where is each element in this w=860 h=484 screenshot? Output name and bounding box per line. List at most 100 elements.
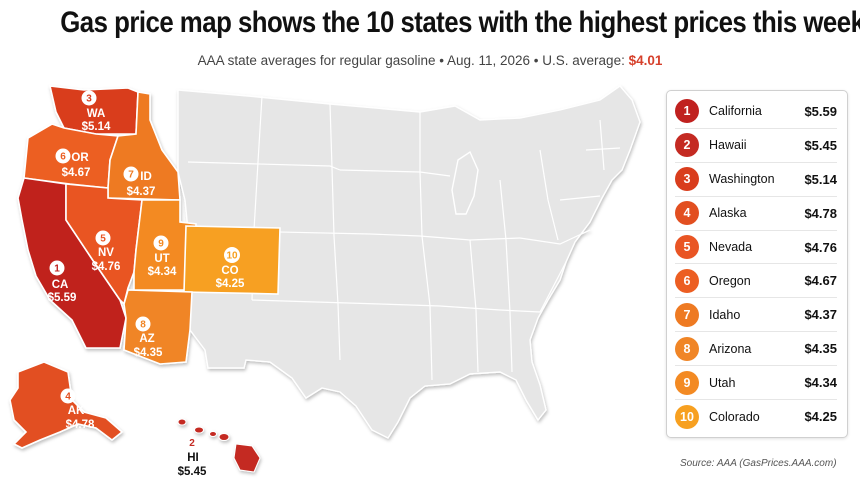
legend-state-name: Oregon xyxy=(709,273,751,288)
legend-row: 8 Arizona $4.35 xyxy=(675,332,837,367)
legend-rank-badge: 10 xyxy=(675,404,699,429)
legend-row: 4 Alaska $4.78 xyxy=(675,197,837,231)
legend-price: $4.76 xyxy=(804,239,837,255)
rank-circle-wa xyxy=(81,90,97,106)
legend-price: $5.59 xyxy=(804,103,837,119)
legend-row: 9 Utah $4.34 xyxy=(675,366,837,401)
subtitle-text: AAA state averages for regular gasoline … xyxy=(197,53,629,68)
label-ak: 4 AK $4.78 xyxy=(60,388,95,431)
page-title: Gas price map shows the 10 states with t… xyxy=(60,6,860,39)
label-wa: 3 WA $5.14 xyxy=(81,90,111,133)
legend-rank-badge: 6 xyxy=(675,268,699,293)
legend-state-name: Utah xyxy=(709,375,736,390)
legend-state-name: California xyxy=(709,104,762,119)
state-base-us xyxy=(177,85,641,439)
price-id: $4.37 xyxy=(127,186,156,198)
state-hawaii xyxy=(177,418,261,473)
legend-rank-badge: 7 xyxy=(675,302,699,327)
legend-row: 5 Nevada $4.76 xyxy=(675,231,837,265)
rank-ut: 9 xyxy=(158,239,164,250)
rank-ca: 1 xyxy=(54,264,60,275)
price-wa: $5.14 xyxy=(82,121,111,133)
rank-az: 8 xyxy=(140,320,146,331)
legend-rank-badge: 4 xyxy=(675,201,699,226)
legend-price: $4.34 xyxy=(804,375,837,391)
abbr-nv: NV xyxy=(98,247,114,259)
rank-circle-id xyxy=(123,166,139,182)
legend-state-name: Washington xyxy=(709,172,775,187)
rank-or: 6 xyxy=(60,152,66,163)
legend-rank-badge: 5 xyxy=(675,235,699,259)
rank-id: 7 xyxy=(128,170,134,181)
rank-co: 10 xyxy=(226,251,238,262)
abbr-ak: AK xyxy=(68,405,85,417)
legend-rank-badge: 8 xyxy=(675,336,699,361)
legend-state-name: Alaska xyxy=(709,206,747,221)
legend-row: 2 Hawaii $5.45 xyxy=(675,129,837,163)
legend-rank-badge: 1 xyxy=(675,99,699,124)
legend-row: 6 Oregon $4.67 xyxy=(675,264,837,299)
legend-state-name: Hawaii xyxy=(709,138,747,153)
rank-circle-ca xyxy=(49,260,65,276)
legend-row: 10 Colorado $4.25 xyxy=(675,400,837,434)
label-nv: 5 NV $4.76 xyxy=(92,230,121,273)
rank-wa: 3 xyxy=(86,94,92,105)
abbr-wa: WA xyxy=(87,108,106,120)
source-note: Source: AAA (GasPrices.AAA.com) xyxy=(680,458,837,469)
price-nv: $4.76 xyxy=(92,261,121,273)
us-average-value: $4.01 xyxy=(628,53,663,68)
abbr-ut: UT xyxy=(154,253,169,265)
abbr-az: AZ xyxy=(139,333,154,345)
legend-rank-badge: 2 xyxy=(675,133,699,158)
legend-price: $5.45 xyxy=(804,137,837,153)
label-az: 8 AZ $4.35 xyxy=(134,316,163,359)
rank-circle-or xyxy=(55,148,71,164)
legend-price: $4.35 xyxy=(804,341,837,357)
label-ca: 1 CA $5.59 xyxy=(48,260,77,304)
label-id: 7 ID $4.37 xyxy=(123,166,156,198)
page-subtitle: AAA state averages for regular gasoline … xyxy=(0,53,860,68)
rank-ak: 4 xyxy=(65,392,71,403)
legend-state-name: Nevada xyxy=(709,240,753,254)
state-base-michigan xyxy=(451,150,479,215)
legend-rank-badge: 9 xyxy=(675,370,699,395)
label-ut: 9 UT $4.34 xyxy=(148,235,177,278)
legend-price: $4.37 xyxy=(804,307,837,323)
legend-state-name: Idaho xyxy=(709,307,741,322)
price-ca: $5.59 xyxy=(48,292,77,304)
price-co: $4.25 xyxy=(216,278,245,290)
rank-hi: 2 xyxy=(189,438,195,449)
abbr-id: ID xyxy=(140,171,152,183)
rank-nv: 5 xyxy=(100,234,106,245)
legend-price: $4.25 xyxy=(804,409,837,425)
legend-state-name: Colorado xyxy=(709,409,760,424)
price-or: $4.67 xyxy=(62,167,91,179)
legend-row: 3 Washington $5.14 xyxy=(675,163,837,197)
price-ak: $4.78 xyxy=(66,419,95,431)
price-hi: $5.45 xyxy=(178,466,207,478)
state-alaska xyxy=(9,361,124,449)
legend-row: 1 California $5.59 xyxy=(675,95,837,129)
legend-price: $4.67 xyxy=(804,273,837,289)
price-az: $4.35 xyxy=(134,347,163,359)
legend-row: 7 Idaho $4.37 xyxy=(675,298,837,333)
legend-state-name: Arizona xyxy=(709,341,752,356)
rank-circle-co xyxy=(224,247,240,263)
ranking-legend: 1 California $5.59 2 Hawaii $5.45 3 Washington $… xyxy=(666,90,848,438)
state-arizona xyxy=(123,289,193,365)
abbr-or: OR xyxy=(71,152,89,164)
legend-price: $5.14 xyxy=(804,171,837,187)
legend-rank-badge: 3 xyxy=(675,167,699,192)
legend-price: $4.78 xyxy=(804,205,837,221)
rank-circle-ak xyxy=(60,388,76,404)
abbr-co: CO xyxy=(221,265,238,277)
label-or: 6 OR $4.67 xyxy=(55,148,91,179)
rank-circle-az xyxy=(135,316,151,332)
price-ut: $4.34 xyxy=(148,266,177,278)
label-hi: 2 HI $5.45 xyxy=(178,438,207,478)
label-co: 10 CO $4.25 xyxy=(216,247,245,290)
abbr-hi: HI xyxy=(187,452,199,464)
rank-circle-nv xyxy=(95,230,111,246)
abbr-ca: CA xyxy=(52,279,69,291)
